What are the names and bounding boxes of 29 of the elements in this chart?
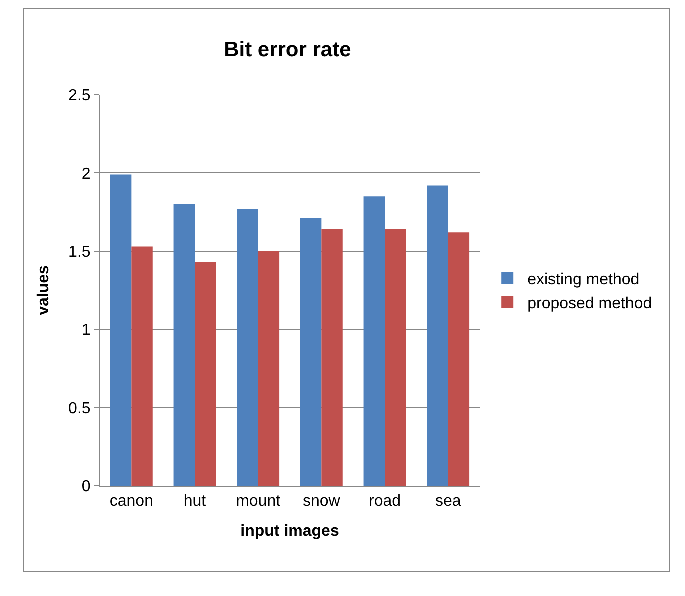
y-tick-label: 1.5: [68, 244, 91, 261]
bar: [237, 209, 258, 486]
bar: [385, 230, 406, 486]
legend-label: proposed method: [528, 295, 652, 312]
bar: [174, 204, 195, 486]
x-tick-label: road: [368, 493, 402, 510]
bar: [300, 218, 322, 486]
bar: [322, 230, 343, 486]
x-tick-label: canon: [110, 493, 154, 510]
bar: [195, 262, 216, 486]
bar: [132, 246, 153, 486]
y-tick-label: 1: [82, 322, 91, 340]
x-tick-label: hut: [184, 493, 207, 510]
y-tick-label: 0: [82, 478, 91, 496]
y-tick-label: 0.5: [68, 400, 91, 418]
bar: [364, 196, 385, 486]
bar: [448, 232, 470, 486]
x-tick-label: sea: [435, 493, 462, 510]
bar: [110, 174, 132, 486]
x-tick-label: mount: [236, 493, 282, 510]
y-tick-label: 2.5: [68, 88, 91, 105]
x-axis-title: input images: [240, 522, 340, 540]
x-tick-label: snow: [302, 493, 341, 510]
y-tick-label: 2: [82, 166, 91, 183]
bar: [427, 186, 448, 486]
bar: [258, 251, 280, 486]
y-axis-title: values: [35, 265, 52, 316]
chart-title: Bit error rate: [224, 38, 352, 62]
legend-label: existing method: [528, 272, 640, 289]
